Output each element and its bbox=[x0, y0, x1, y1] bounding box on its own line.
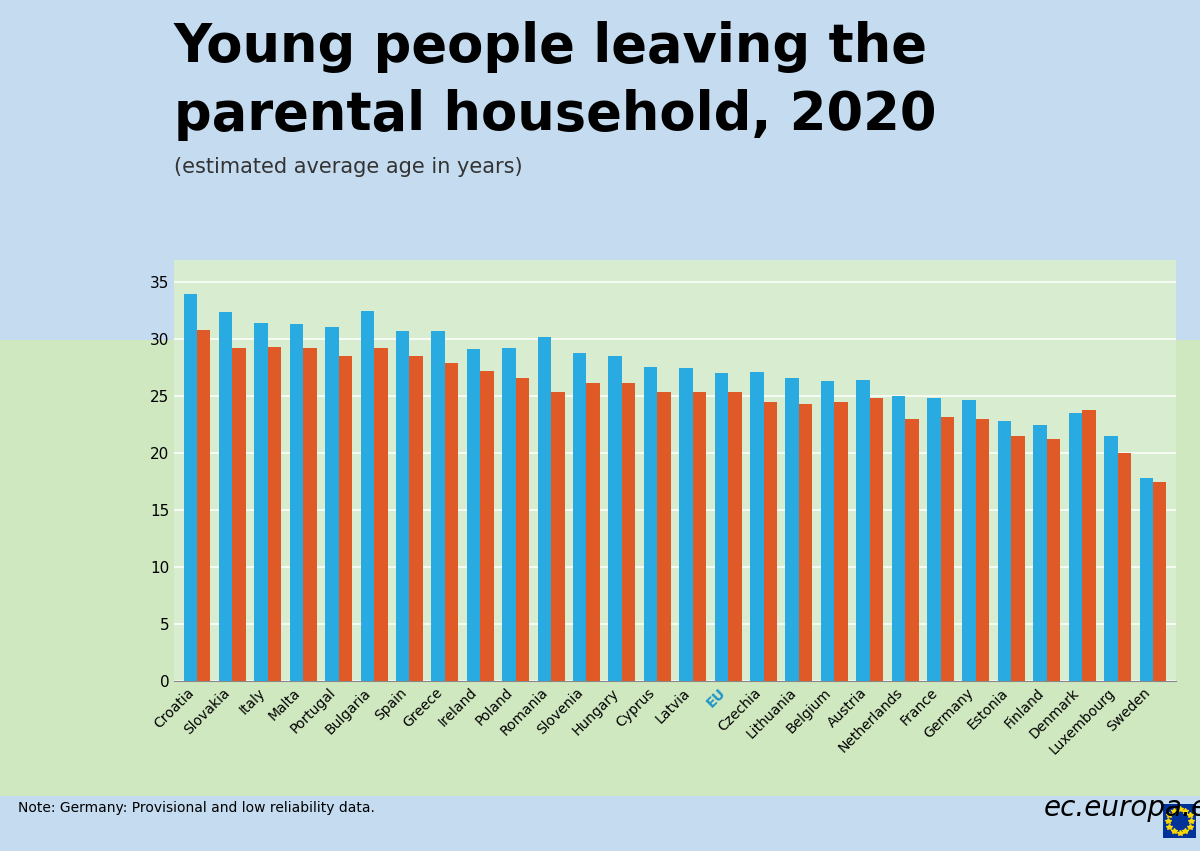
Bar bbox=[1117, 453, 1132, 681]
Bar bbox=[304, 348, 317, 681]
Bar bbox=[197, 330, 210, 681]
Bar bbox=[1153, 482, 1166, 681]
Bar bbox=[289, 324, 304, 681]
Bar bbox=[941, 417, 954, 681]
Bar bbox=[870, 398, 883, 681]
Bar bbox=[516, 378, 529, 681]
Bar bbox=[374, 348, 388, 681]
Bar bbox=[1140, 478, 1153, 681]
Bar bbox=[409, 357, 422, 681]
Bar bbox=[962, 400, 976, 681]
Bar bbox=[268, 347, 281, 681]
Bar bbox=[786, 378, 799, 681]
Bar bbox=[1069, 414, 1082, 681]
Bar bbox=[467, 350, 480, 681]
Bar bbox=[551, 391, 564, 681]
Bar bbox=[538, 337, 551, 681]
Bar bbox=[799, 404, 812, 681]
Bar bbox=[503, 348, 516, 681]
Bar bbox=[644, 367, 658, 681]
Text: parental household, 2020: parental household, 2020 bbox=[174, 89, 936, 141]
Bar bbox=[928, 398, 941, 681]
Bar bbox=[750, 372, 763, 681]
Text: Young people leaving the: Young people leaving the bbox=[174, 21, 928, 73]
Bar bbox=[658, 391, 671, 681]
Text: Note: Germany: Provisional and low reliability data.: Note: Germany: Provisional and low relia… bbox=[18, 802, 374, 815]
Text: ec.europa.eu/eurostat: ec.europa.eu/eurostat bbox=[1044, 795, 1200, 822]
Bar bbox=[1033, 425, 1046, 681]
Bar bbox=[184, 294, 197, 681]
Bar bbox=[1082, 410, 1096, 681]
Bar bbox=[360, 311, 374, 681]
Bar bbox=[1012, 436, 1025, 681]
Bar bbox=[728, 391, 742, 681]
Bar bbox=[325, 327, 338, 681]
Bar bbox=[892, 397, 905, 681]
Bar bbox=[480, 371, 493, 681]
Bar bbox=[715, 374, 728, 681]
Bar bbox=[233, 348, 246, 681]
Bar bbox=[587, 382, 600, 681]
Bar bbox=[998, 421, 1012, 681]
Bar bbox=[1104, 436, 1117, 681]
Bar bbox=[763, 402, 776, 681]
Bar bbox=[976, 419, 990, 681]
Bar bbox=[574, 353, 587, 681]
Bar bbox=[608, 357, 622, 681]
Bar bbox=[821, 381, 834, 681]
Bar bbox=[692, 391, 706, 681]
Bar bbox=[1046, 439, 1061, 681]
Bar bbox=[905, 419, 918, 681]
Bar bbox=[622, 382, 635, 681]
Bar bbox=[432, 331, 445, 681]
Bar bbox=[338, 357, 352, 681]
Bar bbox=[834, 402, 847, 681]
Bar bbox=[857, 380, 870, 681]
Bar bbox=[218, 312, 233, 681]
Bar bbox=[254, 323, 268, 681]
Bar bbox=[396, 331, 409, 681]
Bar bbox=[679, 368, 692, 681]
Text: (estimated average age in years): (estimated average age in years) bbox=[174, 157, 523, 178]
Bar bbox=[445, 363, 458, 681]
